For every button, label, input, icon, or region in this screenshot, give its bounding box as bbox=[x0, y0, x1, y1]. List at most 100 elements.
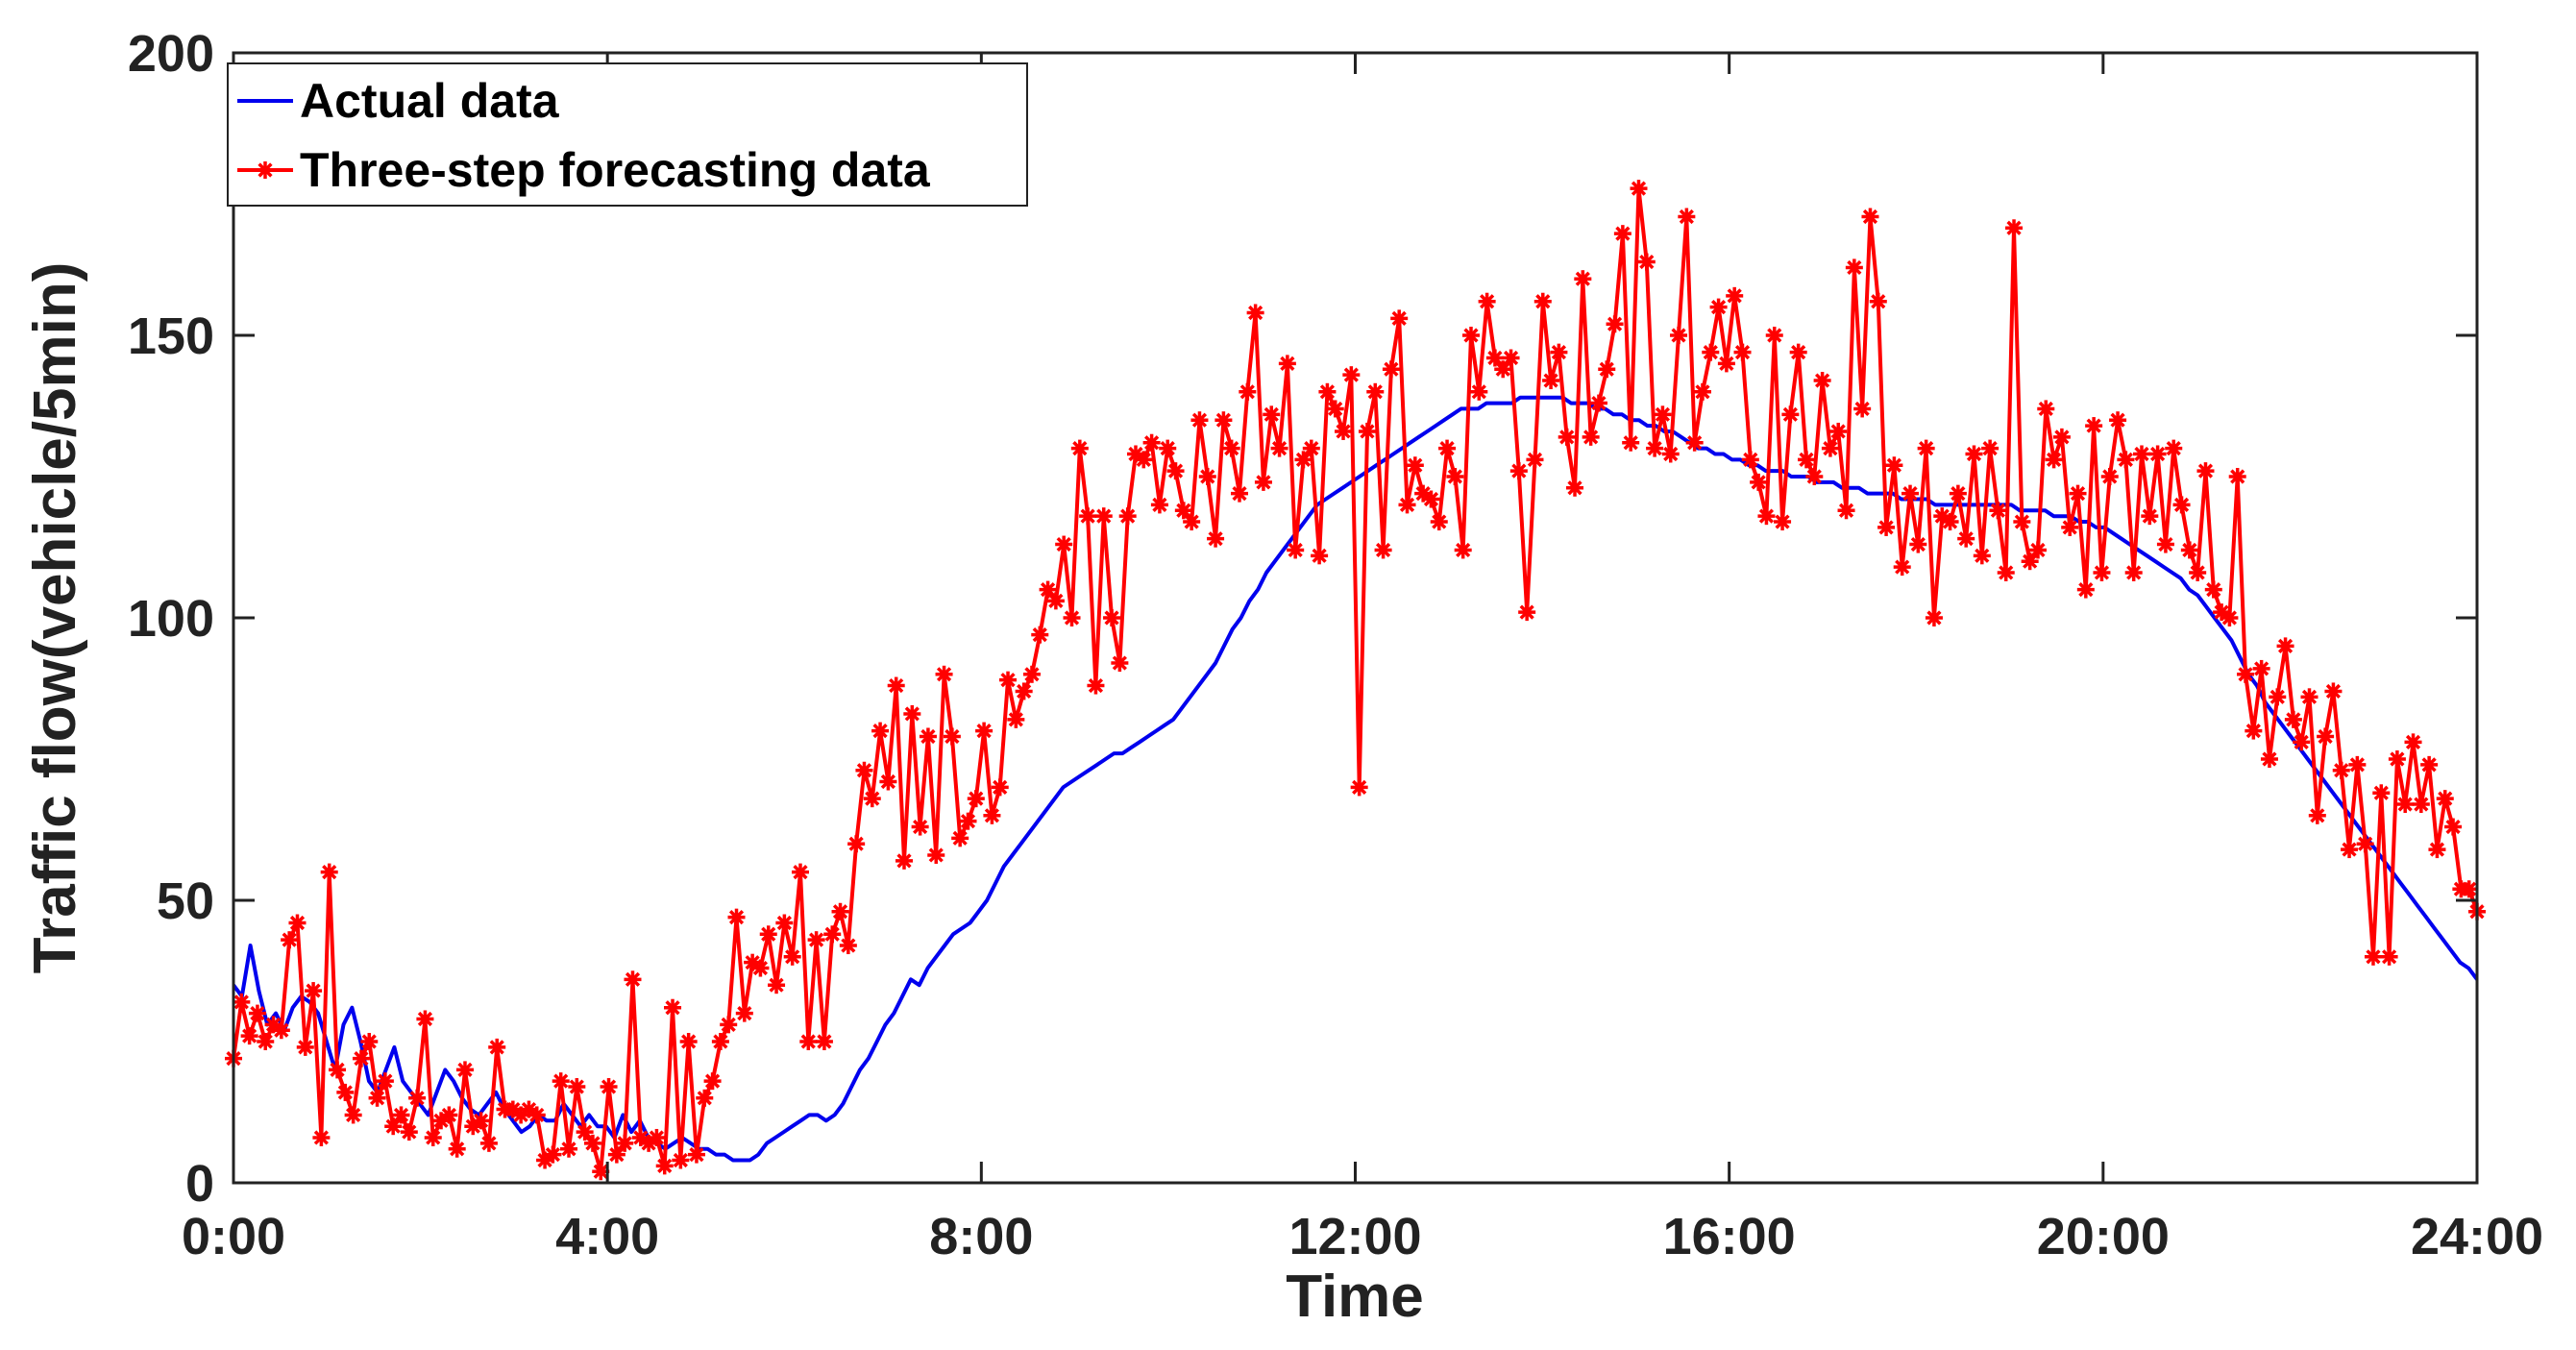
data-point-marker bbox=[1302, 439, 1320, 457]
data-point-marker bbox=[1079, 507, 1097, 526]
legend-marker-asterisk bbox=[257, 161, 274, 179]
data-point-marker bbox=[2308, 806, 2326, 824]
data-point-marker bbox=[799, 1033, 818, 1050]
data-point-marker bbox=[1965, 445, 1983, 463]
data-point-marker bbox=[1693, 382, 1711, 401]
data-point-marker bbox=[703, 1072, 722, 1091]
data-point-marker bbox=[376, 1072, 394, 1091]
data-point-marker bbox=[2156, 535, 2174, 553]
data-point-marker bbox=[2093, 563, 2111, 581]
data-point-marker bbox=[999, 671, 1018, 689]
data-point-marker bbox=[1055, 535, 1073, 553]
data-point-marker bbox=[1678, 208, 1696, 226]
data-point-marker bbox=[895, 851, 914, 870]
data-point-marker bbox=[352, 1049, 370, 1068]
data-point-marker bbox=[2332, 761, 2350, 779]
data-point-marker bbox=[1885, 456, 1903, 475]
data-point-marker bbox=[1613, 225, 1631, 243]
data-point-marker bbox=[1542, 372, 1560, 390]
data-point-marker bbox=[2372, 784, 2391, 802]
data-point-marker bbox=[288, 914, 307, 932]
data-point-marker bbox=[1622, 433, 1640, 452]
data-point-marker bbox=[1637, 253, 1656, 271]
data-point-marker bbox=[1063, 609, 1081, 626]
data-point-marker bbox=[296, 1038, 314, 1056]
data-point-marker bbox=[983, 806, 1001, 824]
data-point-marker bbox=[975, 722, 994, 740]
x-tick-label: 24:00 bbox=[2411, 1208, 2543, 1265]
data-point-marker bbox=[2109, 411, 2127, 430]
y-tick-label: 200 bbox=[128, 25, 214, 83]
data-point-marker bbox=[329, 1061, 347, 1079]
data-point-marker bbox=[991, 778, 1009, 797]
data-point-marker bbox=[2196, 462, 2215, 480]
data-point-marker bbox=[544, 1145, 562, 1164]
data-point-marker bbox=[648, 1128, 666, 1146]
data-point-marker bbox=[927, 846, 945, 864]
data-point-marker bbox=[839, 937, 857, 955]
data-point-marker bbox=[823, 925, 842, 944]
data-point-marker bbox=[1406, 456, 1424, 475]
data-point-marker bbox=[1150, 496, 1168, 514]
data-point-marker bbox=[1007, 710, 1025, 728]
data-point-marker bbox=[1877, 518, 1896, 536]
data-point-marker bbox=[1661, 445, 1680, 463]
data-point-marker bbox=[2228, 468, 2246, 485]
data-point-marker bbox=[583, 1134, 601, 1152]
data-point-marker bbox=[1981, 439, 1999, 457]
legend-asterisk-icon bbox=[257, 161, 274, 179]
data-point-marker bbox=[2276, 637, 2294, 655]
data-point-marker bbox=[527, 1106, 546, 1124]
data-point-marker bbox=[408, 1089, 427, 1107]
data-point-marker bbox=[1494, 360, 1512, 379]
data-point-marker bbox=[305, 982, 323, 1000]
data-point-marker bbox=[2085, 417, 2103, 435]
data-point-marker bbox=[1166, 462, 1185, 480]
data-point-marker bbox=[1454, 541, 1472, 559]
data-point-marker bbox=[2436, 790, 2454, 808]
data-point-marker bbox=[472, 1112, 490, 1130]
data-point-marker bbox=[1821, 439, 1839, 457]
data-point-marker bbox=[959, 812, 977, 830]
data-point-marker bbox=[1070, 439, 1089, 457]
x-tick-label: 4:00 bbox=[555, 1208, 659, 1265]
series-line-forecast-data bbox=[232, 186, 2479, 1174]
data-point-marker bbox=[831, 902, 849, 920]
data-point-marker bbox=[1015, 682, 1033, 700]
data-point-marker bbox=[2293, 733, 2311, 751]
data-point-marker bbox=[1989, 502, 2007, 520]
y-tick-label: 50 bbox=[157, 872, 214, 930]
data-point-marker bbox=[1973, 547, 1991, 565]
data-point-marker bbox=[1135, 451, 1153, 469]
data-point-marker bbox=[815, 1033, 833, 1050]
data-point-marker bbox=[1358, 422, 1376, 440]
data-point-marker bbox=[1461, 327, 1480, 344]
data-point-marker bbox=[1941, 513, 1959, 531]
data-point-marker bbox=[1366, 382, 1385, 401]
data-point-marker bbox=[2348, 755, 2367, 773]
x-tick-label: 8:00 bbox=[929, 1208, 1033, 1265]
data-point-marker bbox=[1446, 468, 1464, 485]
data-point-marker bbox=[272, 1021, 290, 1040]
data-point-marker bbox=[440, 1106, 458, 1124]
data-point-marker bbox=[2420, 755, 2439, 773]
data-point-marker bbox=[2172, 496, 2191, 514]
data-point-marker bbox=[1654, 405, 1672, 424]
data-point-marker bbox=[1853, 400, 1872, 418]
data-point-marker bbox=[1294, 451, 1313, 469]
data-point-marker bbox=[2428, 841, 2446, 859]
data-point-marker bbox=[2245, 722, 2263, 740]
data-point-marker bbox=[2317, 727, 2335, 746]
data-point-marker bbox=[1318, 382, 1337, 401]
data-point-marker bbox=[1094, 507, 1113, 526]
data-point-marker bbox=[1925, 609, 1943, 626]
data-point-marker bbox=[592, 1163, 610, 1181]
data-point-marker bbox=[768, 976, 786, 994]
data-point-marker bbox=[2076, 580, 2095, 599]
data-point-marker bbox=[2269, 688, 2287, 706]
data-point-marker bbox=[384, 1117, 403, 1136]
data-point-marker bbox=[855, 761, 873, 779]
data-point-marker bbox=[424, 1128, 442, 1146]
data-point-marker bbox=[687, 1145, 705, 1164]
